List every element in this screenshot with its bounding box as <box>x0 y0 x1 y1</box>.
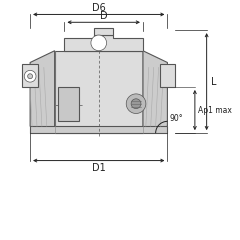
Circle shape <box>131 99 141 108</box>
Text: L: L <box>210 77 216 87</box>
Polygon shape <box>160 65 175 87</box>
Polygon shape <box>55 51 143 133</box>
Circle shape <box>28 74 33 79</box>
Circle shape <box>91 35 107 51</box>
Polygon shape <box>22 65 38 87</box>
Text: Ap1 max: Ap1 max <box>198 106 232 114</box>
Polygon shape <box>30 126 168 133</box>
Text: 90°: 90° <box>169 114 183 123</box>
Polygon shape <box>30 51 55 133</box>
Circle shape <box>24 70 36 82</box>
Polygon shape <box>64 35 143 51</box>
Text: D1: D1 <box>92 162 106 173</box>
Polygon shape <box>143 51 168 133</box>
Text: D6: D6 <box>92 3 106 13</box>
Polygon shape <box>94 28 114 35</box>
Polygon shape <box>58 87 79 121</box>
Text: D: D <box>100 11 108 21</box>
Circle shape <box>126 94 146 114</box>
